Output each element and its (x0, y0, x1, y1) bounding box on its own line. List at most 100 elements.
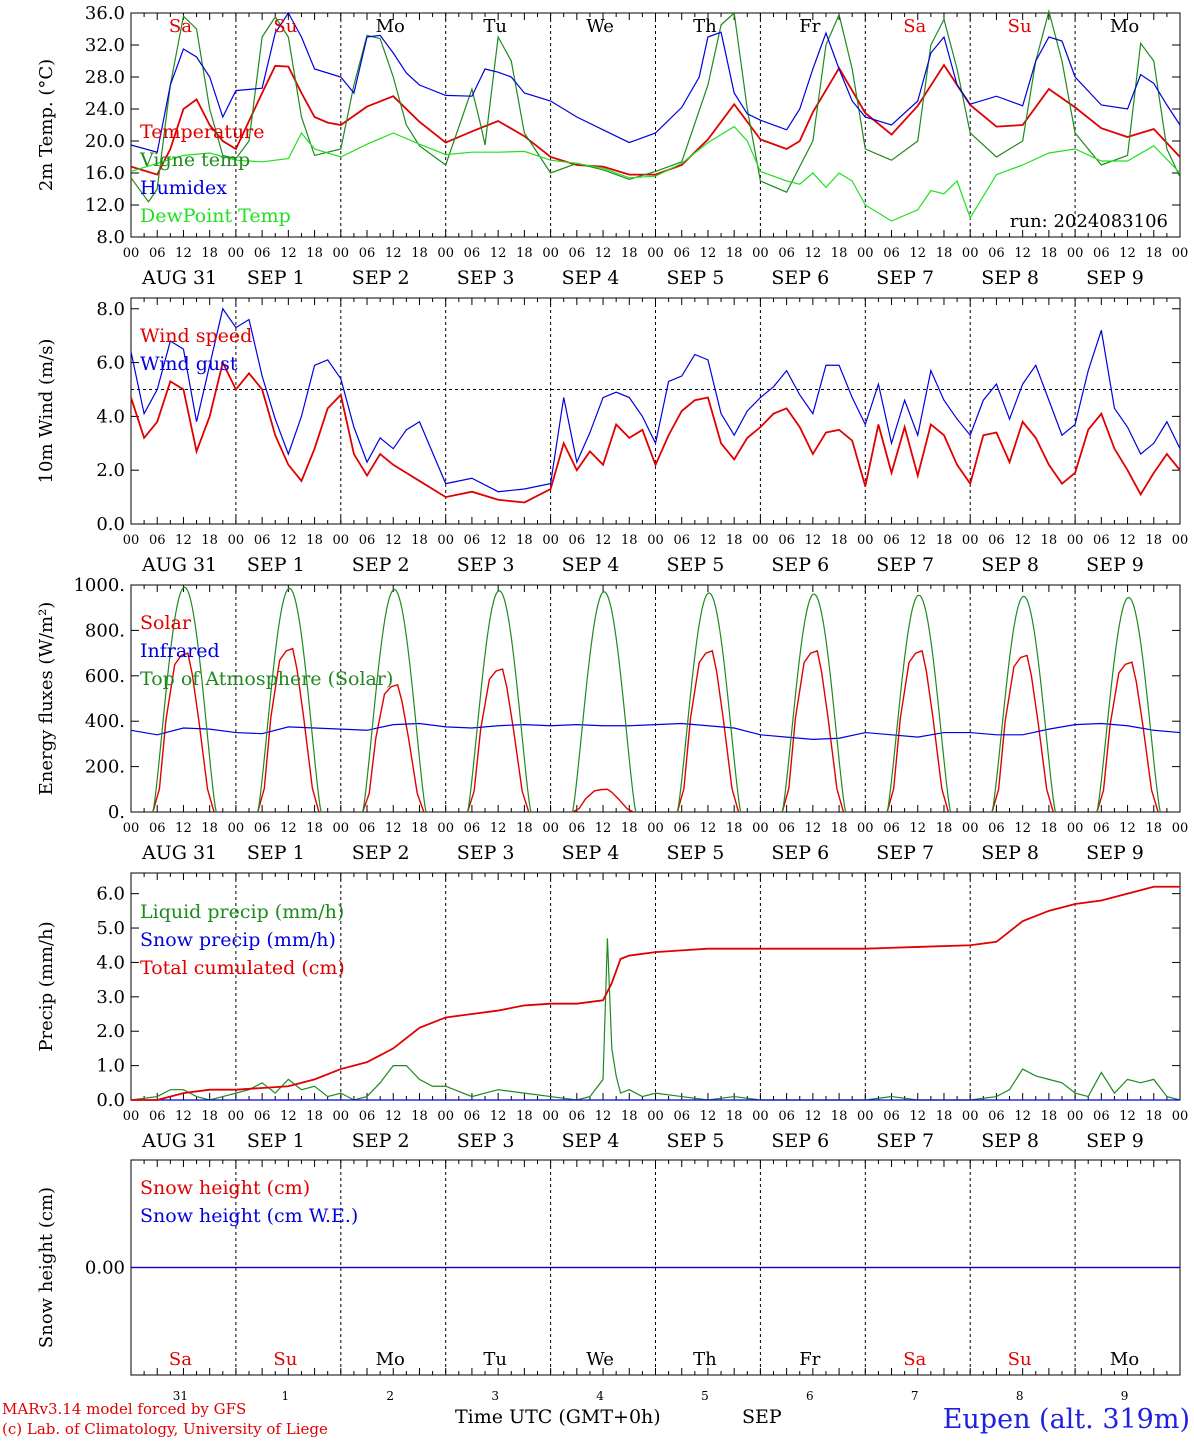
weekday-label-bottom: Su (273, 1349, 297, 1370)
hour-label: 06 (569, 1109, 586, 1124)
date-label: SEP 4 (562, 842, 620, 864)
hour-label: 12 (280, 1109, 297, 1124)
weekday-label-bottom: Su (1008, 1349, 1032, 1370)
hour-label: 18 (201, 1109, 218, 1124)
date-label: SEP 9 (1086, 842, 1144, 864)
hour-label: 06 (149, 1109, 166, 1124)
hour-label: 00 (1172, 1109, 1189, 1124)
hour-label: 06 (778, 1109, 795, 1124)
y-tick-label: 8.0 (96, 299, 125, 320)
y-tick-label: 12.0 (85, 195, 125, 216)
date-label: AUG 31 (141, 554, 217, 576)
legend-entry: Snow height (cm) (140, 1177, 310, 1199)
date-label: SEP 9 (1086, 267, 1144, 289)
hour-label: 12 (805, 821, 822, 836)
hour-label: 00 (1172, 533, 1189, 548)
legend-entry: Wind speed (140, 325, 252, 347)
hour-label: 18 (726, 1109, 743, 1124)
hour-label: 12 (909, 821, 926, 836)
hour-label: 00 (333, 246, 350, 261)
hour-label: 06 (883, 821, 900, 836)
hour-label: 00 (228, 533, 245, 548)
hour-label: 00 (647, 821, 664, 836)
hour-label: 12 (175, 1109, 192, 1124)
series-line-solar (361, 684, 425, 813)
series-line (130, 307, 1181, 493)
legend-entry: Temperature (140, 121, 264, 143)
hour-label: 06 (569, 821, 586, 836)
hour-label: 06 (1093, 821, 1110, 836)
hour-label: 06 (1093, 533, 1110, 548)
hour-label: 06 (254, 1109, 271, 1124)
hour-label: 12 (490, 246, 507, 261)
weekday-label-top: Tu (483, 16, 507, 37)
hour-label: 00 (752, 533, 769, 548)
hour-label: 18 (516, 246, 533, 261)
series-line-solar (152, 652, 215, 813)
hour-label: 06 (883, 246, 900, 261)
hour-label: 12 (280, 533, 297, 548)
hour-label: 18 (831, 1109, 848, 1124)
hour-label: 00 (857, 533, 874, 548)
weekday-label-bottom: We (586, 1349, 614, 1370)
date-label: AUG 31 (141, 842, 217, 864)
hour-label: 00 (123, 821, 140, 836)
hour-label: 18 (621, 1109, 638, 1124)
hour-label: 12 (1014, 246, 1031, 261)
date-label: SEP 1 (247, 554, 305, 576)
y-tick-label: 20.0 (85, 131, 125, 152)
hour-label: 06 (778, 533, 795, 548)
hour-label: 06 (359, 533, 376, 548)
date-label: SEP 3 (457, 1130, 515, 1152)
hour-label: 18 (1146, 1109, 1163, 1124)
hour-label: 18 (201, 533, 218, 548)
day-number-label: 8 (1016, 1389, 1024, 1403)
y-tick-label: 32.0 (85, 35, 125, 56)
hour-label: 00 (647, 1109, 664, 1124)
series-line (130, 938, 1181, 1101)
hour-label: 12 (595, 821, 612, 836)
hour-label: 06 (149, 246, 166, 261)
hour-label: 00 (857, 246, 874, 261)
hour-label: 06 (988, 246, 1005, 261)
y-tick-label: 4.0 (96, 952, 125, 973)
hour-label: 18 (621, 246, 638, 261)
legend-entry: Infrared (140, 640, 220, 662)
y-tick-label: 24.0 (85, 99, 125, 120)
series-line (130, 722, 1181, 740)
hour-label: 12 (175, 246, 192, 261)
hour-label: 00 (228, 246, 245, 261)
hour-label: 00 (123, 246, 140, 261)
y-tick-label: 4.0 (96, 406, 125, 427)
series-line-toa (886, 594, 952, 813)
hour-label: 18 (411, 246, 428, 261)
weekday-label-bottom: Sa (903, 1349, 926, 1370)
series-line (130, 359, 1181, 504)
hour-label: 00 (1067, 821, 1084, 836)
hour-label: 18 (201, 246, 218, 261)
run-annotation: run: 2024083106 (1010, 211, 1168, 232)
hour-label: 00 (542, 533, 559, 548)
date-label: SEP 6 (771, 267, 829, 289)
hour-label: 12 (1014, 821, 1031, 836)
weekday-label-bottom: Th (693, 1349, 717, 1370)
hour-label: 06 (149, 533, 166, 548)
weekday-label-top: Su (273, 16, 297, 37)
hour-label: 18 (726, 246, 743, 261)
hour-label: 12 (595, 533, 612, 548)
hour-label: 00 (437, 246, 454, 261)
series-line-toa (152, 586, 217, 813)
hour-label: 18 (516, 821, 533, 836)
hour-label: 18 (831, 533, 848, 548)
hour-label: 00 (228, 1109, 245, 1124)
series-line-solar (781, 649, 845, 813)
hour-label: 00 (333, 533, 350, 548)
y-axis-label: 2m Temp. (°C) (36, 59, 57, 191)
hour-label: 12 (700, 1109, 717, 1124)
date-label: SEP 1 (247, 267, 305, 289)
legend-entry: DewPoint Temp (140, 205, 291, 227)
series-line-toa (362, 588, 427, 813)
hour-label: 12 (1119, 821, 1136, 836)
hour-label: 12 (385, 821, 402, 836)
